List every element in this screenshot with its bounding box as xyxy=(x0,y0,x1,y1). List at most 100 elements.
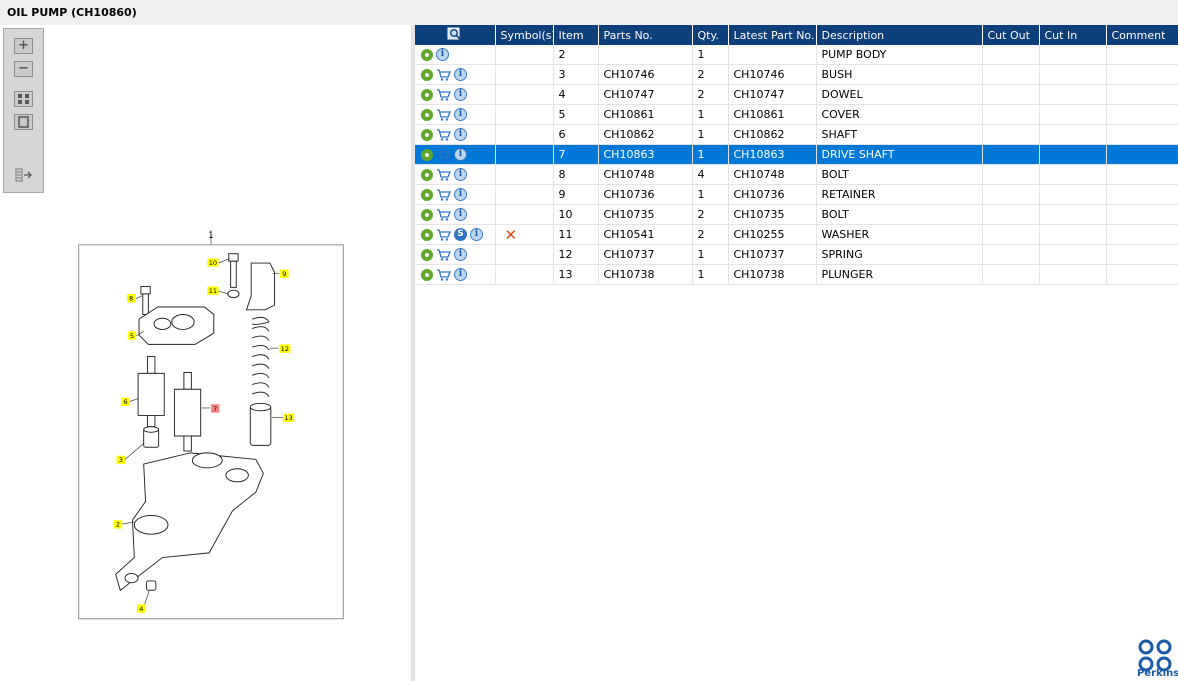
cut-out-cell xyxy=(982,84,1040,105)
item-cell: 11 xyxy=(553,224,599,245)
info-icon[interactable]: i xyxy=(454,248,467,262)
dowel-4-drawing xyxy=(146,580,157,591)
cart-icon[interactable] xyxy=(436,229,451,241)
cut-out-cell xyxy=(982,124,1040,145)
table-row[interactable]: i 7 CH10863 1 CH10863 DRIVE SHAFT xyxy=(415,144,1178,165)
column-header-comment[interactable]: Comment xyxy=(1106,25,1178,45)
symbol-s-icon[interactable]: S xyxy=(454,228,467,242)
column-header-parts-no[interactable]: Parts No. xyxy=(598,25,693,45)
column-header-latest-part-no[interactable]: Latest Part No. xyxy=(728,25,817,45)
qty-cell: 1 xyxy=(692,184,729,205)
svg-text:8: 8 xyxy=(129,294,133,302)
callout-6[interactable]: 6 xyxy=(121,397,130,407)
cart-icon[interactable] xyxy=(436,169,451,181)
cart-icon[interactable] xyxy=(436,249,451,261)
gear-icon[interactable] xyxy=(421,108,433,121)
table-row[interactable]: i 12 CH10737 1 CH10737 SPRING xyxy=(415,244,1178,265)
column-header-symbols[interactable]: Symbol(s) xyxy=(495,25,554,45)
table-row[interactable]: i 3 CH10746 2 CH10746 BUSH xyxy=(415,64,1178,85)
parts-no-cell xyxy=(598,45,693,65)
shaft-6-drawing xyxy=(137,356,165,428)
gear-icon[interactable] xyxy=(421,168,433,181)
table-row[interactable]: i 8 CH10748 4 CH10748 BOLT xyxy=(415,164,1178,185)
column-header-search[interactable] xyxy=(415,25,496,45)
fit-all-button[interactable] xyxy=(14,91,33,107)
table-row[interactable]: i 10 CH10735 2 CH10735 BOLT xyxy=(415,204,1178,225)
cover-5-drawing xyxy=(138,306,215,345)
info-icon[interactable]: i xyxy=(454,268,467,282)
parts-diagram[interactable]: 1 xyxy=(69,221,353,623)
info-icon[interactable]: i xyxy=(454,88,467,102)
table-row[interactable]: i 5 CH10861 1 CH10861 COVER xyxy=(415,104,1178,125)
gear-icon[interactable] xyxy=(421,228,433,241)
info-icon[interactable]: i xyxy=(454,128,467,142)
svg-text:12: 12 xyxy=(281,345,289,353)
cart-icon[interactable] xyxy=(436,149,451,161)
column-header-qty[interactable]: Qty. xyxy=(692,25,729,45)
export-button[interactable] xyxy=(14,167,34,183)
info-icon[interactable]: i xyxy=(454,208,467,222)
cart-icon[interactable] xyxy=(436,69,451,81)
gear-icon[interactable] xyxy=(421,268,433,281)
description-cell: PUMP BODY xyxy=(816,45,983,65)
item-cell: 3 xyxy=(553,64,599,85)
callout-8[interactable]: 8 xyxy=(126,293,136,303)
callout-2[interactable]: 2 xyxy=(113,520,123,529)
column-header-cut-out[interactable]: Cut Out xyxy=(982,25,1040,45)
svg-text:6: 6 xyxy=(123,398,127,406)
zoom-out-button[interactable]: − xyxy=(14,61,33,77)
callout-4[interactable]: 4 xyxy=(137,604,146,613)
info-icon[interactable]: i xyxy=(454,148,467,162)
diagram-frame xyxy=(78,230,344,620)
cart-icon[interactable] xyxy=(436,89,451,101)
cut-in-cell xyxy=(1039,224,1107,245)
item-cell: 5 xyxy=(553,104,599,125)
table-row[interactable]: i 4 CH10747 2 CH10747 DOWEL xyxy=(415,84,1178,105)
cart-icon[interactable] xyxy=(436,269,451,281)
callout-5[interactable]: 5 xyxy=(127,331,137,340)
diagram-pane[interactable]: + − 1 xyxy=(0,25,411,681)
column-header-item[interactable]: Item xyxy=(553,25,599,45)
callout-7[interactable]: 7 xyxy=(211,404,220,413)
gear-icon[interactable] xyxy=(421,128,433,141)
cart-icon[interactable] xyxy=(436,189,451,201)
cart-icon[interactable] xyxy=(436,209,451,221)
info-icon[interactable]: i xyxy=(470,228,483,242)
info-icon[interactable]: i xyxy=(454,168,467,182)
cut-out-cell xyxy=(982,204,1040,225)
gear-icon[interactable] xyxy=(421,208,433,221)
column-header-description[interactable]: Description xyxy=(816,25,983,45)
fit-window-button[interactable] xyxy=(14,114,33,130)
table-row[interactable]: i 2 1 PUMP BODY xyxy=(415,45,1178,65)
gear-icon[interactable] xyxy=(421,188,433,201)
info-icon[interactable]: i xyxy=(454,108,467,122)
cart-icon[interactable] xyxy=(436,129,451,141)
callout-3[interactable]: 3 xyxy=(116,455,125,465)
table-row[interactable]: i 6 CH10862 1 CH10862 SHAFT xyxy=(415,124,1178,145)
column-header-cut-in[interactable]: Cut In xyxy=(1039,25,1107,45)
gear-icon[interactable] xyxy=(421,68,433,81)
gear-icon[interactable] xyxy=(421,148,433,161)
cart-icon[interactable] xyxy=(436,109,451,121)
latest-part-no-cell: CH10747 xyxy=(728,84,817,105)
callout-13[interactable]: 13 xyxy=(282,413,295,423)
gear-icon[interactable] xyxy=(421,48,433,61)
zoom-in-button[interactable]: + xyxy=(14,38,33,54)
latest-part-no-cell: CH10738 xyxy=(728,264,817,285)
pane-splitter[interactable] xyxy=(411,25,415,681)
info-icon[interactable]: i xyxy=(454,68,467,82)
table-row[interactable]: i 13 CH10738 1 CH10738 PLUNGER xyxy=(415,264,1178,285)
svg-text:10: 10 xyxy=(209,259,217,267)
callout-10[interactable]: 10 xyxy=(207,258,219,267)
callout-11[interactable]: 11 xyxy=(207,286,219,295)
gear-icon[interactable] xyxy=(421,88,433,101)
callout-9[interactable]: 9 xyxy=(280,269,289,279)
info-icon[interactable]: i xyxy=(436,48,449,62)
info-icon[interactable]: i xyxy=(454,188,467,202)
table-row[interactable]: i 9 CH10736 1 CH10736 RETAINER xyxy=(415,184,1178,205)
gear-icon[interactable] xyxy=(421,248,433,261)
bolt-10-drawing xyxy=(227,253,240,299)
comment-cell xyxy=(1106,104,1178,125)
callout-12[interactable]: 12 xyxy=(279,344,291,353)
